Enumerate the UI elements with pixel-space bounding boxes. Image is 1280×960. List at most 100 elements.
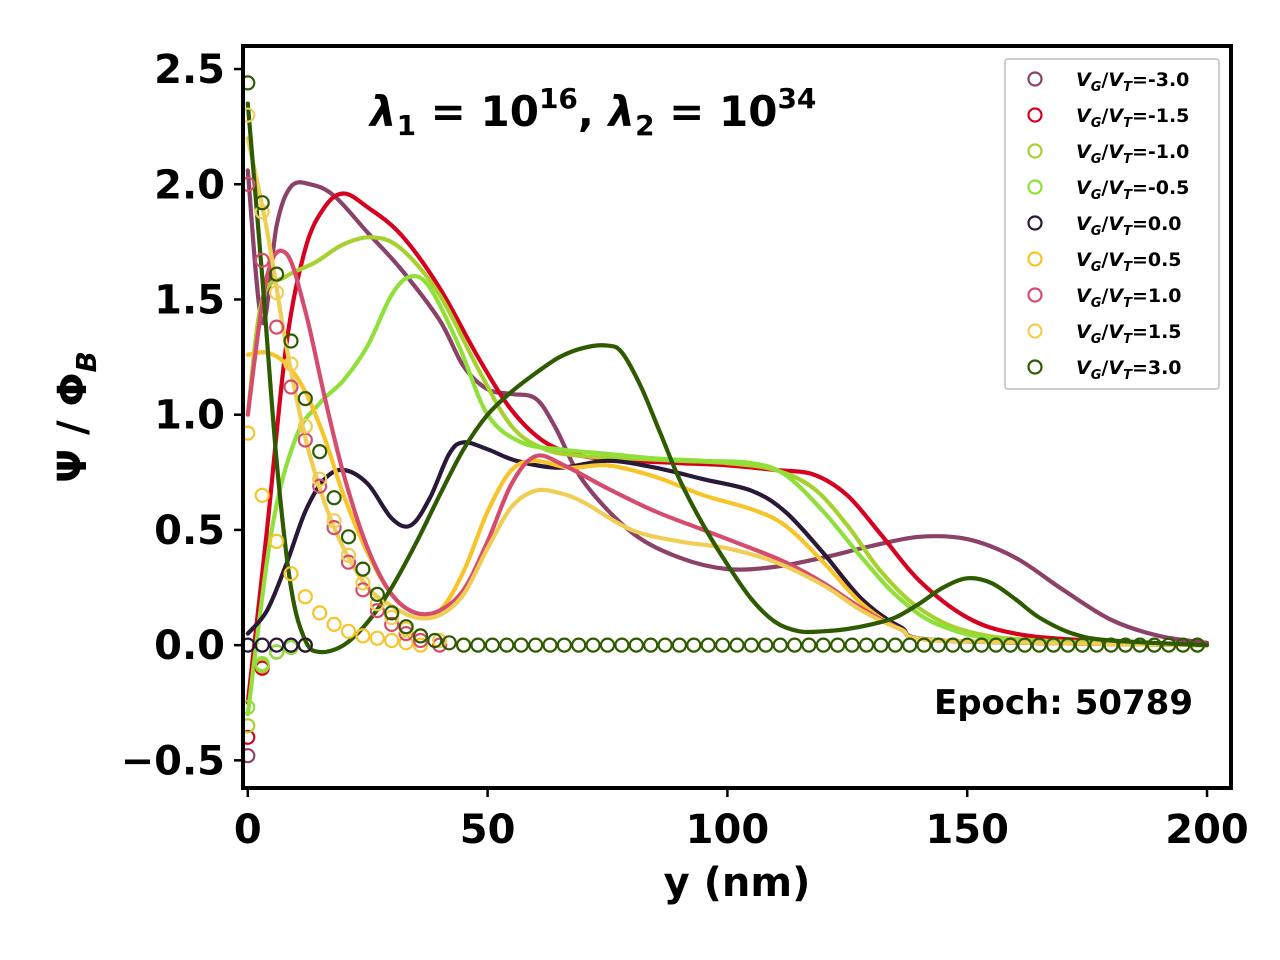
series-marker-8-49: [945, 637, 961, 653]
legend-label-5: VG/VT=0.5: [1076, 249, 1182, 275]
series-marker-7-3: [283, 356, 299, 372]
series-marker-8-64: [1161, 637, 1177, 653]
x-tick-label: 0: [234, 807, 262, 853]
series-marker-8-9: [369, 586, 385, 603]
legend-label-3: VG/VT=-0.5: [1076, 177, 1189, 203]
series-marker-5-10: [384, 632, 400, 649]
series-marker-8-44: [873, 637, 889, 653]
series-marker-6-12: [412, 632, 429, 649]
series-marker-6-0: [243, 176, 256, 192]
legend-label-6: VG/VT=1.0: [1076, 285, 1182, 311]
series-marker-8-2: [269, 266, 285, 282]
series-marker-8-7: [340, 529, 357, 545]
series-marker-8-41: [830, 637, 846, 653]
series-marker-8-43: [858, 637, 875, 653]
series-marker-7-4: [297, 418, 313, 434]
legend-box: [1004, 58, 1220, 390]
legend-marker-7: [1027, 323, 1043, 339]
annotation-epoch: Epoch: 50789: [934, 683, 1193, 723]
series-marker-8-25: [599, 637, 616, 653]
series-marker-8-30: [671, 637, 688, 653]
series-marker-1-0: [243, 729, 256, 745]
series-marker-8-45: [887, 637, 903, 653]
x-tick-label: 50: [460, 807, 516, 853]
x-tick-label: 150: [925, 807, 1009, 853]
series-marker-7-10: [384, 609, 400, 626]
series-marker-6-3: [283, 379, 299, 395]
y-tick-label: 1.0: [154, 393, 225, 439]
series-marker-8-55: [1031, 637, 1047, 653]
series-marker-8-27: [628, 637, 644, 653]
series-marker-8-13: [427, 632, 443, 649]
series-marker-8-38: [786, 637, 803, 653]
series-marker-5-6: [326, 616, 342, 633]
series-marker-8-50: [959, 637, 975, 653]
series-marker-6-6: [326, 519, 342, 536]
series-marker-4-0: [243, 637, 256, 653]
y-axis-label: Ψ / ΦB: [50, 351, 103, 483]
series-marker-5-5: [312, 605, 328, 621]
series-marker-8-15: [456, 637, 472, 653]
plot-lines: [245, 101, 1210, 717]
series-marker-2-0: [243, 718, 256, 734]
series-line-7: [245, 136, 1210, 648]
legend-label-7: VG/VT=1.5: [1076, 321, 1182, 347]
legend-marker-5: [1027, 251, 1043, 267]
series-marker-5-2: [269, 533, 285, 550]
legend-marker-8: [1027, 359, 1043, 375]
y-axis: −0.5 0.0 0.5 1.0 1.5 2.0 2.5: [121, 47, 243, 784]
series-marker-8-12: [412, 628, 429, 644]
series-marker-8-23: [571, 637, 587, 653]
series-marker-7-5: [312, 471, 328, 487]
series-marker-7-1: [254, 204, 270, 220]
series-marker-8-20: [527, 637, 544, 653]
y-tick-label: 0.5: [154, 508, 225, 554]
series-marker-8-18: [499, 637, 515, 653]
series-marker-7-9: [369, 596, 385, 612]
series-marker-8-4: [297, 391, 313, 407]
series-marker-8-58: [1074, 637, 1090, 653]
series-marker-8-0: [243, 75, 256, 91]
series-marker-4-1: [254, 637, 270, 653]
series-marker-8-35: [743, 637, 760, 653]
series-marker-8-10: [384, 605, 400, 621]
series-marker-8-8: [355, 561, 371, 577]
x-axis-label: y (nm): [664, 860, 811, 906]
series-marker-7-6: [326, 513, 342, 529]
series-marker-8-1: [254, 195, 270, 211]
series-marker-5-8: [355, 628, 371, 644]
plot-frame: [241, 44, 1233, 790]
series-marker-8-42: [844, 637, 860, 653]
series-marker-8-39: [801, 637, 817, 653]
series-line-5: [245, 350, 1210, 648]
legend-marker-3: [1027, 179, 1043, 195]
series-marker-7-2: [269, 285, 285, 301]
y-tick-label: −0.5: [121, 738, 225, 784]
series-line-0: [245, 168, 1210, 645]
legend-marker-0: [1027, 71, 1043, 87]
y-tick-label: 2.0: [154, 162, 225, 208]
series-marker-8-3: [283, 333, 299, 349]
series-marker-8-5: [312, 444, 328, 460]
legend-marker-1: [1027, 107, 1043, 123]
series-marker-8-61: [1117, 637, 1134, 653]
series-line-2: [245, 235, 1210, 648]
y-tick-label: 0.0: [154, 623, 225, 669]
series-marker-3-1: [254, 655, 270, 672]
series-marker-8-6: [326, 490, 342, 506]
series-marker-7-7: [340, 547, 357, 563]
legend-label-0: VG/VT=-3.0: [1076, 69, 1189, 95]
series-line-8: [245, 101, 1210, 655]
series-marker-8-37: [772, 637, 788, 653]
series-marker-8-40: [815, 637, 831, 653]
legend-label-4: VG/VT=0.0: [1076, 213, 1182, 239]
legend: VG/VT=-3.0 VG/VT=-1.5 VG/VT=-1.0 VG/VT=-0.5…: [1004, 58, 1220, 390]
series-marker-8-32: [700, 637, 716, 653]
series-marker-8-60: [1103, 637, 1119, 653]
series-marker-3-0: [243, 699, 256, 715]
series-marker-7-0: [243, 107, 256, 123]
series-marker-8-21: [542, 637, 558, 653]
series-marker-5-1: [254, 487, 270, 503]
y-tick-label: 1.5: [154, 277, 225, 323]
